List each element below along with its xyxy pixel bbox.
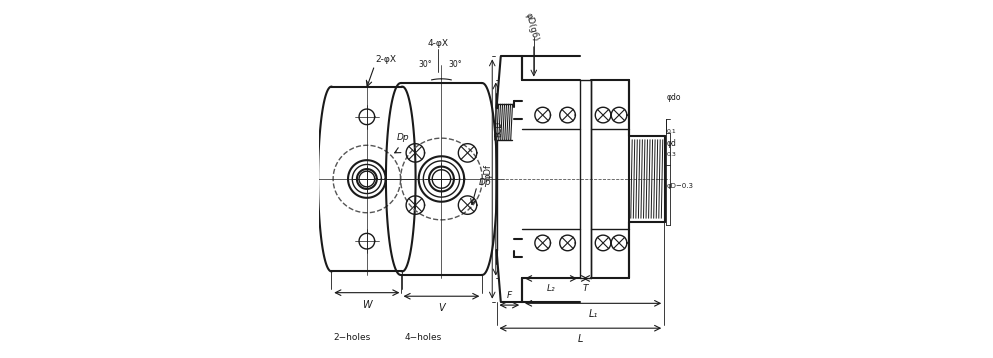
Text: L₂: L₂ <box>547 284 555 293</box>
Text: φD−0.3: φD−0.3 <box>666 183 694 189</box>
Text: φdo: φdo <box>666 93 681 102</box>
Text: 4-φX: 4-φX <box>427 39 449 48</box>
Text: 30°: 30° <box>419 60 432 69</box>
Text: W: W <box>362 300 371 310</box>
Text: L₁: L₁ <box>589 309 598 319</box>
Text: Dp: Dp <box>479 178 492 187</box>
Text: 2-φX: 2-φX <box>375 54 397 64</box>
Text: T: T <box>583 284 588 293</box>
Text: 0.3: 0.3 <box>666 152 676 157</box>
Text: φD(g6): φD(g6) <box>524 12 540 43</box>
Text: φDf: φDf <box>484 164 493 179</box>
Text: BCD: BCD <box>495 121 503 137</box>
Text: φd: φd <box>666 139 676 148</box>
Text: 0.1: 0.1 <box>666 129 676 134</box>
Text: 30°: 30° <box>449 60 463 69</box>
Text: 4−holes: 4−holes <box>404 333 442 342</box>
Text: Dp: Dp <box>397 133 410 142</box>
Text: F: F <box>506 291 511 300</box>
Text: L: L <box>578 334 584 344</box>
Text: 2−holes: 2−holes <box>333 333 370 342</box>
Text: V: V <box>438 303 445 313</box>
